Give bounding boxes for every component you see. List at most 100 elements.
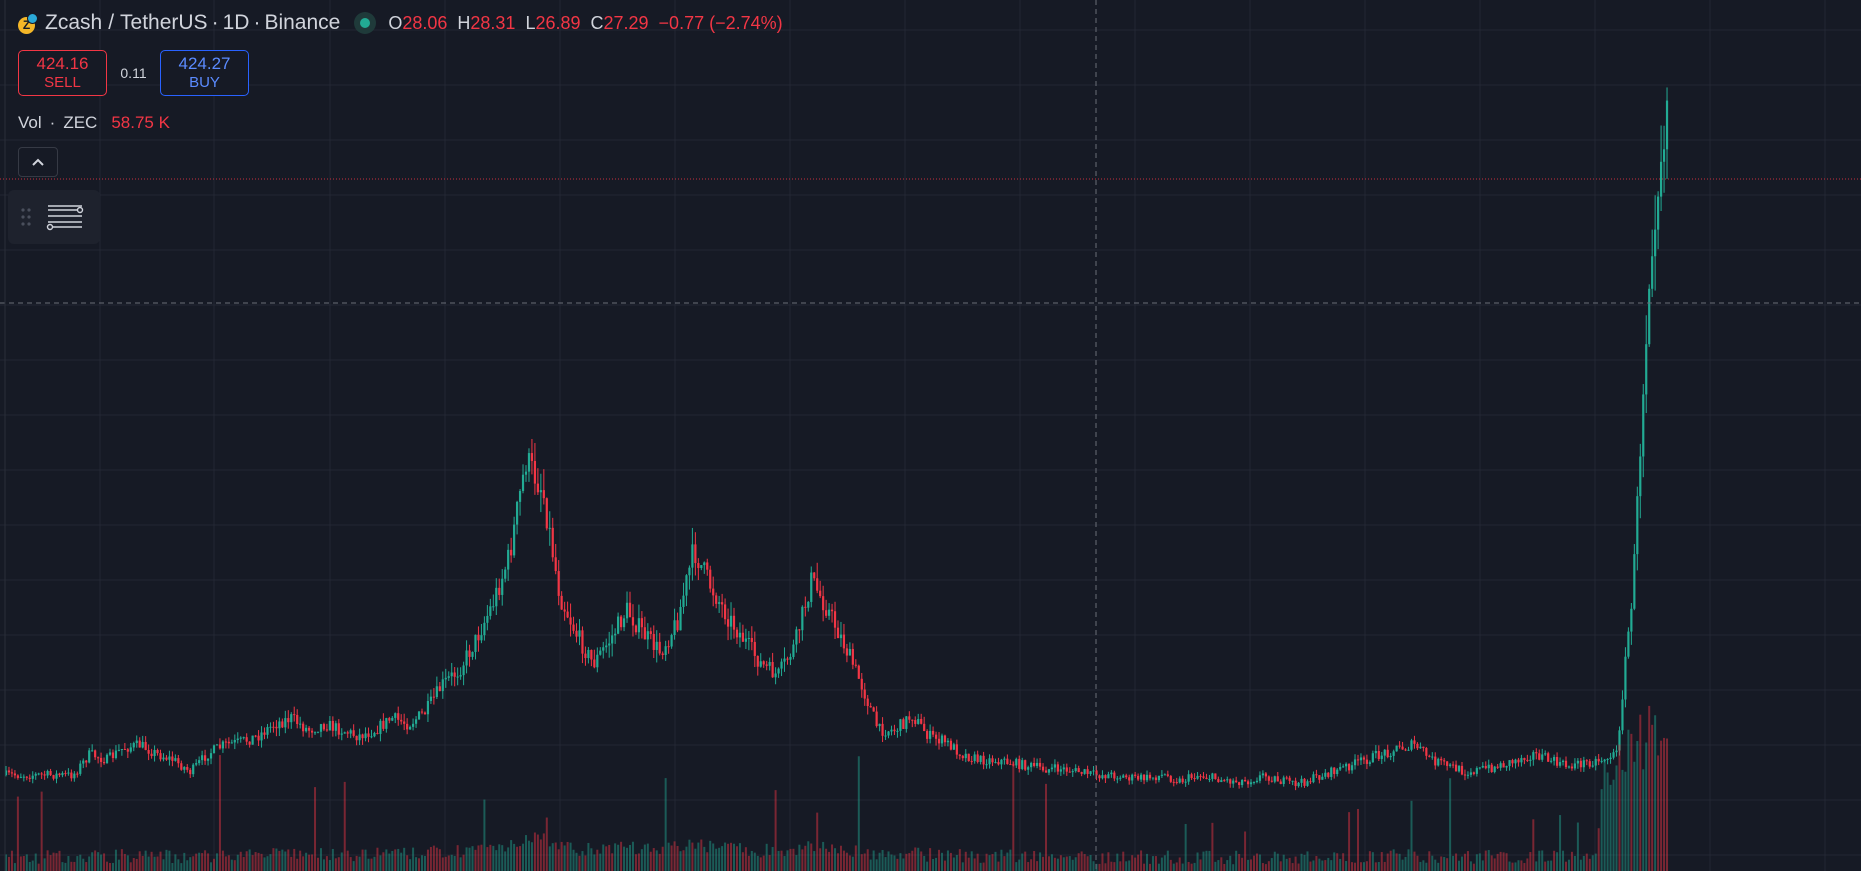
candle-body (807, 601, 810, 608)
candle-body (1428, 755, 1431, 757)
volume-bar (213, 858, 215, 871)
candle-body (91, 750, 94, 752)
candle-body (1012, 764, 1015, 766)
candle-body (310, 730, 314, 733)
volume-bar (1220, 857, 1223, 871)
candle-body (272, 726, 275, 728)
candle-body (1553, 756, 1556, 761)
drag-grip-icon[interactable] (20, 206, 32, 228)
candle-body (1006, 758, 1009, 765)
volume-bar (432, 845, 435, 871)
volume-bar (1359, 862, 1362, 871)
candle-body (203, 755, 207, 761)
volume-legend[interactable]: Vol · ZEC 58.75 K (18, 113, 170, 133)
volume-bar (94, 850, 97, 871)
symbol-quote[interactable]: TetherUS (120, 11, 208, 34)
exchange-label[interactable]: Binance (264, 11, 341, 34)
volume-bar (391, 850, 394, 871)
volume-bar (1190, 863, 1193, 871)
candle-body (706, 562, 709, 570)
candle-body (1053, 764, 1057, 768)
volume-bar (70, 861, 73, 871)
candle-body (973, 754, 976, 762)
candle-body (331, 720, 334, 731)
candle-body (866, 698, 869, 707)
candle-body (1437, 758, 1440, 766)
sliders-icon[interactable] (46, 202, 86, 232)
buy-button[interactable]: 424.27 BUY (160, 50, 249, 96)
candle-body (1642, 394, 1645, 457)
volume-bar (486, 847, 489, 871)
candle-body (1238, 782, 1241, 786)
logo-letter: Z (22, 18, 31, 32)
volume-bar (1600, 789, 1603, 871)
volume-bar (1461, 856, 1463, 871)
candle-body (459, 675, 462, 677)
volume-bar (1416, 855, 1419, 871)
candle-body (1633, 554, 1636, 609)
volume-bar (949, 852, 952, 871)
candle-body (1220, 780, 1223, 783)
volume-bar (554, 842, 557, 871)
candle-body (313, 732, 317, 734)
candle-body (1044, 770, 1048, 773)
candle-body (373, 732, 376, 737)
candle-body (1160, 774, 1163, 776)
candle-body (305, 727, 308, 732)
volume-bar (626, 847, 629, 871)
volume-bar (1609, 784, 1612, 871)
candle-body (1544, 753, 1547, 755)
symbol-name[interactable]: Zcash (45, 11, 103, 34)
market-open-status-icon[interactable] (354, 12, 377, 34)
volume-bar (1059, 855, 1062, 871)
volume-bar (994, 851, 997, 871)
volume-bar (1348, 812, 1351, 871)
volume-bar (483, 799, 486, 871)
candle-body (132, 743, 135, 748)
interval-label[interactable]: 1D (222, 11, 250, 34)
candle-body (836, 627, 840, 639)
volume-bar (495, 850, 498, 871)
candle-body (435, 686, 438, 697)
collapse-legend-button[interactable] (18, 147, 58, 177)
volume-bar (370, 858, 373, 871)
volume-bar (857, 756, 860, 871)
volume-bar (263, 857, 266, 871)
volume-bar (1612, 779, 1615, 871)
candle-body (218, 744, 222, 749)
candle-body (631, 617, 635, 626)
candle-body (52, 775, 55, 779)
volume-bar (1033, 851, 1036, 871)
candle-body (1205, 777, 1208, 779)
volume-bar (1018, 859, 1021, 871)
volume-bar (358, 856, 361, 871)
candle-body (1041, 766, 1045, 771)
candle-body (640, 618, 643, 628)
volume-bar (1003, 856, 1006, 871)
candle-body (1062, 767, 1065, 770)
candle-body (441, 679, 444, 692)
volume-bar (762, 855, 765, 871)
candle-body (85, 760, 88, 763)
volume-bar (319, 848, 322, 871)
candle-body (215, 744, 219, 746)
sell-button[interactable]: 424.16 SELL (18, 50, 107, 96)
volume-bar (724, 842, 727, 871)
candle-body (1659, 161, 1663, 197)
candle-body (397, 713, 400, 720)
candle-body (385, 718, 388, 729)
candle-body (557, 571, 560, 596)
candle-body (1469, 772, 1473, 775)
candle-body (1538, 753, 1541, 760)
volume-bar (1250, 859, 1253, 871)
volume-bar (242, 857, 245, 871)
volume-bar (786, 850, 789, 871)
volume-bar (1175, 862, 1178, 871)
candle-body (1490, 764, 1493, 773)
candle-body (61, 773, 64, 776)
candle-body (1229, 779, 1232, 784)
candle-body (703, 562, 706, 566)
volume-bar (566, 841, 569, 871)
